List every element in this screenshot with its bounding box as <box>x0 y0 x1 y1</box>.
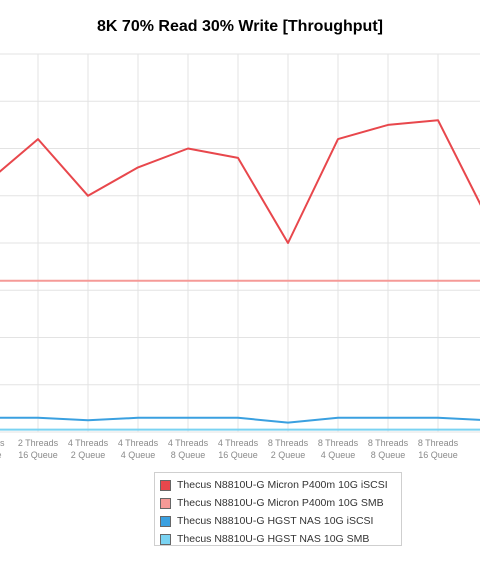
legend-item-1: Thecus N8810U-G Micron P400m 10G iSCSI <box>160 476 401 494</box>
x-tick-label: 16 Queue <box>418 450 458 460</box>
legend-label: Thecus N8810U-G Micron P400m 10G SMB <box>177 497 384 509</box>
legend-label: Thecus N8810U-G HGST NAS 10G iSCSI <box>177 515 374 527</box>
x-tick-label: 4 Threads <box>118 438 159 448</box>
chart-title: 8K 70% Read 30% Write [Throughput] <box>97 18 383 35</box>
x-tick-label: 4 Queue <box>121 450 156 460</box>
series-line-1 <box>0 119 480 244</box>
x-tick-label: Queue <box>0 450 2 460</box>
x-tick-label: 16 Queue <box>218 450 258 460</box>
legend-swatch <box>160 515 171 527</box>
legend-item-4: Thecus N8810U-G HGST NAS 10G SMB <box>160 530 401 548</box>
legend-item-2: Thecus N8810U-G Micron P400m 10G SMB <box>160 494 401 512</box>
x-tick-label: Threads <box>0 438 5 448</box>
x-tick-label: 4 Threads <box>168 438 209 448</box>
legend-swatch <box>160 497 171 509</box>
legend-swatch <box>160 533 171 545</box>
x-tick-label: 8 Threads <box>318 438 359 448</box>
x-tick-label: 4 Threads <box>218 438 259 448</box>
x-tick-label: 4 Threads <box>68 438 109 448</box>
x-tick-label: 2 Threads <box>18 438 59 448</box>
x-tick-label: 8 Threads <box>268 438 309 448</box>
x-tick-label: 8 Threads <box>418 438 459 448</box>
x-tick-label: 2 Queue <box>71 450 106 460</box>
x-tick-label: 8 Threads <box>368 438 409 448</box>
x-tick-label: 8 Queue <box>171 450 206 460</box>
legend-item-3: Thecus N8810U-G HGST NAS 10G iSCSI <box>160 512 401 530</box>
x-tick-label: 4 Queue <box>321 450 356 460</box>
x-tick-label: 8 Queue <box>371 450 406 460</box>
legend-label: Thecus N8810U-G HGST NAS 10G SMB <box>177 533 370 545</box>
legend-label: Thecus N8810U-G Micron P400m 10G iSCSI <box>177 479 388 491</box>
x-tick-label: 16 Queue <box>18 450 58 460</box>
x-tick-label: 2 Queue <box>271 450 306 460</box>
legend: Thecus N8810U-G Micron P400m 10G iSCSI Th… <box>154 472 402 546</box>
legend-swatch <box>160 479 171 491</box>
series-line-3 <box>0 416 480 424</box>
